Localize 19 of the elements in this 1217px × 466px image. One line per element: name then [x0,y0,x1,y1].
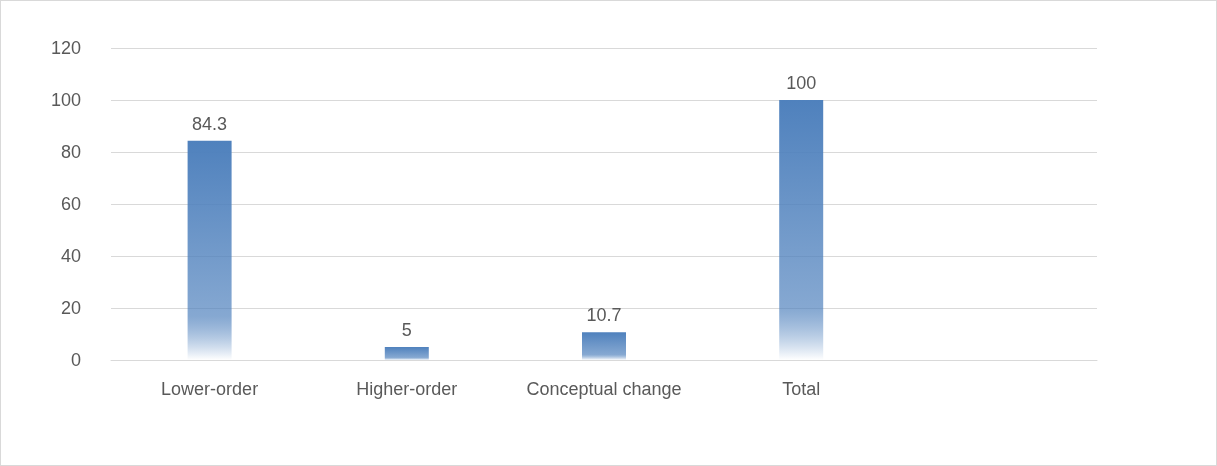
bar [582,332,626,360]
y-tick-label: 120 [50,38,81,58]
x-tick-label: Higher-order [356,379,458,399]
data-label: 5 [401,320,412,340]
data-label: 84.3 [192,113,228,134]
x-tick-label: Conceptual change [526,379,682,399]
bar [384,347,429,360]
y-tick-label: 40 [60,246,81,266]
bar [187,140,232,360]
data-label: 100 [786,73,817,93]
y-tick-label: 20 [60,298,81,318]
y-tick-label: 100 [50,90,81,110]
bar [779,100,824,360]
y-tick-label: 0 [70,350,81,370]
x-tick-label: Total [782,379,821,399]
data-label: 10.7 [586,305,622,326]
y-tick-label: 80 [60,142,81,162]
y-tick-label: 60 [60,194,81,214]
x-tick-label: Lower-order [161,379,259,399]
